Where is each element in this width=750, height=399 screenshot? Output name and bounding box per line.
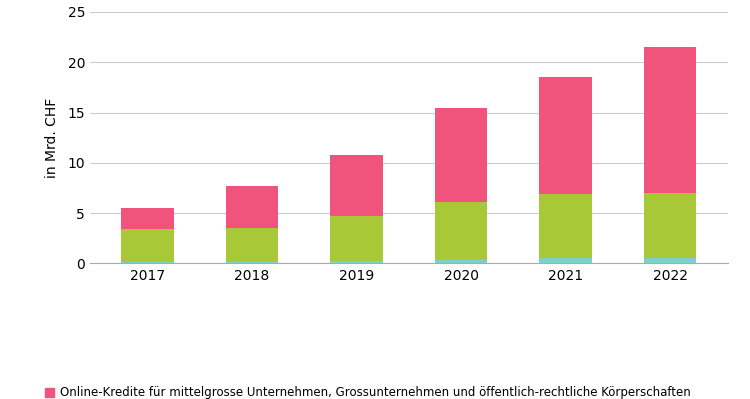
Bar: [539, 258, 592, 263]
Bar: [122, 262, 173, 263]
Bar: [226, 186, 278, 228]
Bar: [122, 229, 173, 262]
Bar: [539, 77, 592, 194]
Bar: [644, 258, 696, 263]
Legend: Online-Kredite für mittelgrosse Unternehmen, Grossunternehmen und öffentlich-rec: Online-Kredite für mittelgrosse Unterneh…: [45, 387, 691, 399]
Bar: [330, 155, 382, 215]
Bar: [539, 194, 592, 258]
Bar: [226, 228, 278, 262]
Bar: [330, 261, 382, 263]
Bar: [330, 215, 382, 261]
Bar: [122, 208, 173, 229]
Y-axis label: in Mrd. CHF: in Mrd. CHF: [45, 97, 59, 178]
Bar: [644, 47, 696, 193]
Bar: [435, 109, 488, 202]
Bar: [435, 260, 488, 263]
Bar: [226, 262, 278, 263]
Bar: [435, 202, 488, 260]
Bar: [644, 193, 696, 258]
